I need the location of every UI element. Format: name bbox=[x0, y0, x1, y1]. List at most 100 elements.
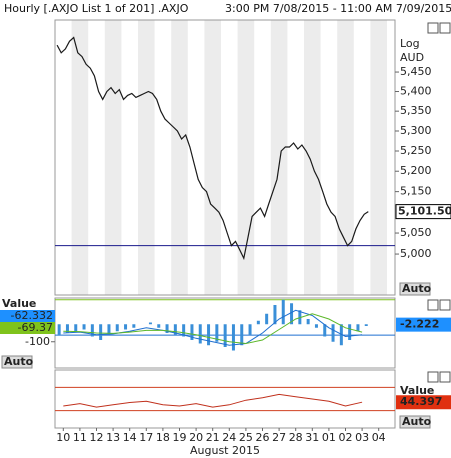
last-value-box bbox=[396, 395, 451, 410]
panel-frame bbox=[54, 369, 396, 429]
histogram-bar bbox=[331, 324, 335, 342]
day-stripe bbox=[270, 20, 288, 295]
x-tick-label: 20 bbox=[189, 431, 203, 444]
scale-label: Log bbox=[400, 37, 420, 50]
histogram-bar bbox=[74, 324, 78, 332]
panel-label: Value bbox=[400, 384, 434, 397]
x-tick-label: 02 bbox=[339, 431, 353, 444]
x-tick-label: 03 bbox=[355, 431, 369, 444]
day-stripe bbox=[104, 20, 122, 295]
button[interactable] bbox=[399, 415, 431, 429]
histogram-bar bbox=[157, 324, 161, 328]
marker-box bbox=[0, 322, 55, 334]
x-tick-label: 11 bbox=[73, 431, 87, 444]
y-tick-label: 5,000 bbox=[400, 247, 432, 260]
x-tick-label: 12 bbox=[90, 431, 104, 444]
histogram-bar bbox=[273, 305, 277, 325]
histogram-bar bbox=[356, 324, 360, 332]
histogram-bar bbox=[107, 324, 111, 335]
x-tick-label: 01 bbox=[322, 431, 336, 444]
histogram-bar bbox=[207, 324, 211, 346]
day-stripe bbox=[71, 20, 89, 295]
histogram-bar bbox=[182, 324, 186, 337]
button[interactable] bbox=[1, 355, 33, 369]
chart-title: Hourly [.AXJO List 1 of 201] .AXJO bbox=[4, 2, 189, 15]
histogram-bar bbox=[165, 324, 169, 333]
histogram-bar bbox=[132, 324, 136, 328]
histogram-bar bbox=[248, 324, 252, 335]
histogram-bar bbox=[240, 324, 244, 346]
histogram-bar bbox=[314, 324, 318, 328]
panel-icons bbox=[427, 22, 451, 383]
x-tick-label: 26 bbox=[256, 431, 270, 444]
histogram-bar bbox=[148, 322, 152, 325]
histogram-bar bbox=[256, 320, 260, 325]
chart-subtitle: 3:00 PM 7/08/2015 - 11:00 AM 7/09/2015 (… bbox=[225, 2, 451, 15]
day-stripe bbox=[204, 20, 221, 295]
y-axis-label: AUD bbox=[400, 51, 424, 64]
price-line bbox=[56, 36, 369, 261]
x-axis-label: August 2015 bbox=[190, 444, 260, 457]
last-value-label: -2.222 bbox=[400, 318, 439, 331]
last-value-box bbox=[395, 204, 451, 220]
x-tick-label: 21 bbox=[206, 431, 220, 444]
marker-box bbox=[0, 310, 55, 322]
indicator-line bbox=[63, 313, 363, 345]
x-tick-label: 17 bbox=[139, 431, 153, 444]
histogram-bar bbox=[231, 324, 235, 351]
y-tick-label: -100 bbox=[25, 335, 50, 348]
histogram-bar bbox=[306, 319, 310, 325]
marker-label: -69.37 bbox=[18, 321, 53, 334]
x-tick-label: 14 bbox=[123, 431, 137, 444]
last-value-label: 5,101.500 bbox=[398, 205, 451, 218]
x-tick-label: 25 bbox=[239, 431, 253, 444]
button-label[interactable]: Auto bbox=[402, 282, 432, 295]
x-tick-label: 04 bbox=[372, 431, 386, 444]
x-tick-label: 13 bbox=[106, 431, 120, 444]
histogram-bar bbox=[57, 324, 61, 335]
y-tick-label: 5,300 bbox=[400, 124, 432, 137]
day-stripe bbox=[237, 20, 255, 295]
histogram-bar bbox=[90, 324, 94, 337]
x-tick-label: 24 bbox=[222, 431, 236, 444]
histogram-bar bbox=[348, 324, 352, 340]
histogram-bar bbox=[290, 303, 294, 325]
histogram-bar bbox=[99, 324, 103, 340]
day-stripe bbox=[337, 20, 354, 295]
day-stripe bbox=[138, 20, 155, 295]
histogram-bar bbox=[115, 324, 119, 332]
histogram-bar bbox=[82, 324, 86, 330]
histogram-bar bbox=[215, 324, 219, 342]
x-tick-label: 18 bbox=[156, 431, 170, 444]
button-label[interactable]: Auto bbox=[402, 415, 432, 428]
y-tick-label: 5,400 bbox=[400, 85, 432, 98]
histogram-bar bbox=[223, 324, 227, 347]
histogram-bar bbox=[124, 324, 128, 330]
histogram-bar bbox=[323, 324, 327, 337]
y-tick-label: 5,150 bbox=[400, 185, 432, 198]
x-tick-label: 31 bbox=[305, 431, 319, 444]
day-stripe bbox=[370, 20, 387, 295]
last-value-box bbox=[396, 317, 451, 332]
indicator-line bbox=[63, 393, 363, 408]
histogram-bar bbox=[265, 313, 269, 325]
y-tick-label: 5,050 bbox=[400, 226, 432, 239]
y-tick-label: 5,450 bbox=[400, 65, 432, 78]
y-tick-label: 5,250 bbox=[400, 144, 432, 157]
day-stripe bbox=[171, 20, 188, 295]
plot-frame bbox=[54, 19, 396, 296]
x-tick-label: 27 bbox=[272, 431, 286, 444]
panel-label: Value bbox=[2, 297, 36, 310]
histogram-bar bbox=[65, 324, 69, 333]
button-label[interactable]: Auto bbox=[4, 355, 34, 368]
x-tick-label: 10 bbox=[56, 431, 70, 444]
histogram-bar bbox=[190, 324, 194, 340]
x-tick-label: 19 bbox=[173, 431, 187, 444]
histogram-bar bbox=[173, 324, 177, 335]
histogram-bar bbox=[198, 324, 202, 344]
marker-label: -62.332 bbox=[11, 309, 53, 322]
y-tick-label: 5,200 bbox=[400, 164, 432, 177]
last-value-label: 44.397 bbox=[400, 395, 442, 408]
button[interactable] bbox=[399, 282, 431, 296]
